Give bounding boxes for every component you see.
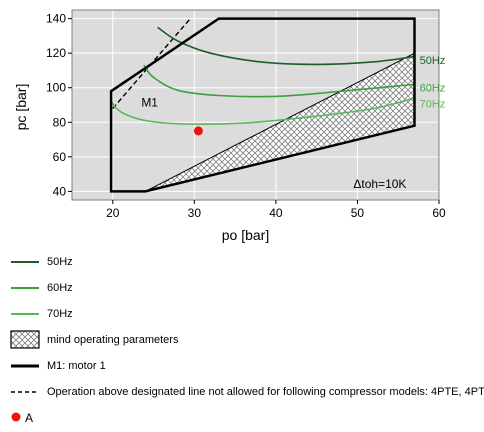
- legend-label: 50Hz: [47, 256, 73, 268]
- operating-envelope-chart: 20 30 40 50 60 40 60 80 100 120 140 po [bar] pc [ba…: [13, 9, 446, 243]
- legend-item: 70Hz: [10, 302, 480, 328]
- legend-item: A: [10, 406, 480, 432]
- series-line-70Hz: [110, 97, 415, 126]
- y-tick-label: 120: [46, 46, 66, 60]
- legend-swatch: [11, 313, 39, 315]
- x-tick-label: 50: [351, 206, 365, 220]
- legend: 50Hz 60Hz 70Hz mind operating parameters M1:…: [10, 250, 484, 432]
- x-tick-label: 60: [432, 206, 446, 220]
- legend-label: 60Hz: [47, 282, 73, 294]
- y-tick-label: 80: [53, 115, 67, 129]
- legend-label: mind operating parameters: [47, 334, 179, 346]
- series-label-60Hz: 60Hz: [420, 83, 446, 95]
- legend-item: 50Hz: [10, 250, 480, 276]
- legend-swatch: [11, 364, 39, 368]
- legend-item: mind operating parameters: [10, 328, 480, 354]
- y-tick-label: 100: [46, 81, 66, 95]
- legend-item: Operation above designated line not allo…: [10, 380, 484, 406]
- y-tick-label: 60: [53, 150, 67, 164]
- series-label-50Hz: 50Hz: [420, 55, 446, 67]
- legend-label: Operation above designated line not allo…: [47, 386, 484, 398]
- legend-swatch: [11, 412, 21, 422]
- legend-swatch: [11, 261, 39, 263]
- legend-hatch-swatch: [10, 330, 40, 349]
- legend-item: 60Hz: [10, 276, 480, 302]
- legend-point-swatch: [11, 412, 21, 422]
- y-tick-label: 40: [53, 184, 67, 198]
- plot-frame: [71, 9, 440, 201]
- series-line-50Hz: [157, 26, 415, 66]
- legend-item: M1: motor 1: [10, 354, 480, 380]
- legend-swatch: [11, 287, 39, 289]
- legend-swatch: [11, 391, 39, 393]
- series-line-60Hz: [143, 64, 415, 98]
- operating-point-a: [193, 126, 203, 136]
- x-tick-label: 20: [106, 206, 120, 220]
- legend-swatch: [10, 330, 40, 349]
- series-label-70Hz: 70Hz: [420, 98, 446, 110]
- legend-label: M1: motor 1: [47, 360, 106, 372]
- x-axis-label: po [bar]: [222, 227, 269, 243]
- annotation-delta-toh: Δtoh=10K: [353, 177, 406, 191]
- x-tick-label: 30: [188, 206, 202, 220]
- legend-label: A: [25, 411, 34, 425]
- legend-label: 70Hz: [47, 308, 73, 320]
- y-axis-label: pc [bar]: [13, 84, 29, 131]
- x-tick-label: 40: [269, 206, 283, 220]
- envelope-m1: [109, 17, 416, 193]
- y-tick-label: 140: [46, 12, 66, 26]
- envelope-label: M1: [141, 96, 158, 110]
